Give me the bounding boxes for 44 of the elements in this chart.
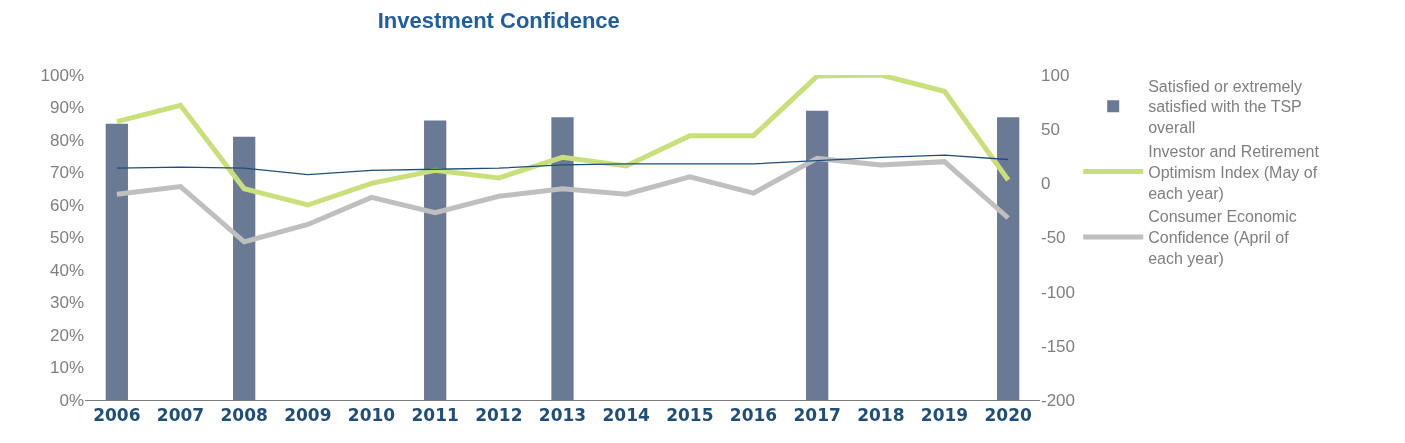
y2-tick-label: -200 [1041, 390, 1076, 410]
x-tick-label: 2014 [602, 405, 650, 426]
x-tick-label: 2018 [857, 405, 905, 426]
y2-tick-label: 100 [1041, 65, 1070, 85]
x-tick-label: 2016 [729, 405, 778, 426]
bar [424, 120, 447, 400]
x-tick-label: 2006 [93, 405, 141, 426]
y2-tick-label: 50 [1041, 120, 1060, 140]
x-tick-label: 2012 [475, 405, 523, 426]
line-series [116, 154, 1009, 176]
legend-label: Satisfied or extremely satisfied with the TSP overall [1148, 77, 1303, 137]
x-tick-label: 2008 [220, 405, 268, 426]
bar [233, 136, 256, 400]
x-tick-label: 2009 [284, 405, 332, 426]
y-tick-label: 100% [40, 65, 84, 85]
x-tick-label: 2011 [411, 405, 459, 426]
x-tick-label: 2017 [793, 405, 841, 426]
y-tick-label: 40% [49, 260, 84, 280]
y-tick-label: 70% [49, 163, 84, 183]
y-tick-label: 20% [49, 325, 84, 345]
y-tick-label: 60% [49, 195, 84, 215]
x-tick-label: 2019 [920, 405, 969, 426]
bar [105, 123, 128, 400]
legend-label: Investor and Retirement Optimism Index (May of each year) [1148, 143, 1320, 202]
x-tick-label: 2007 [156, 405, 205, 426]
y2-tick-label: 0 [1041, 174, 1051, 194]
y2-tick-label: -50 [1041, 228, 1066, 248]
y-tick-label: 30% [49, 293, 84, 313]
y2-tick-label: -100 [1041, 282, 1076, 302]
y-tick-label: 80% [49, 130, 84, 150]
x-tick-label: 2015 [666, 405, 714, 426]
x-tick-label: 2013 [538, 405, 587, 426]
bar [551, 117, 574, 400]
y-tick-label: 90% [49, 98, 84, 118]
bar [806, 110, 829, 400]
y-tick-label: 50% [49, 228, 84, 248]
legend-label: Consumer Economic Confidence (April of each year) [1148, 208, 1297, 268]
bar [997, 117, 1020, 400]
y-tick-label: 0% [59, 390, 84, 410]
y2-tick-label: -150 [1041, 336, 1076, 356]
x-tick-label: 2010 [347, 405, 396, 426]
y-tick-label: 10% [49, 358, 84, 378]
x-tick-label: 2020 [984, 405, 1032, 426]
chart-title: Investment Confidence [377, 7, 620, 33]
